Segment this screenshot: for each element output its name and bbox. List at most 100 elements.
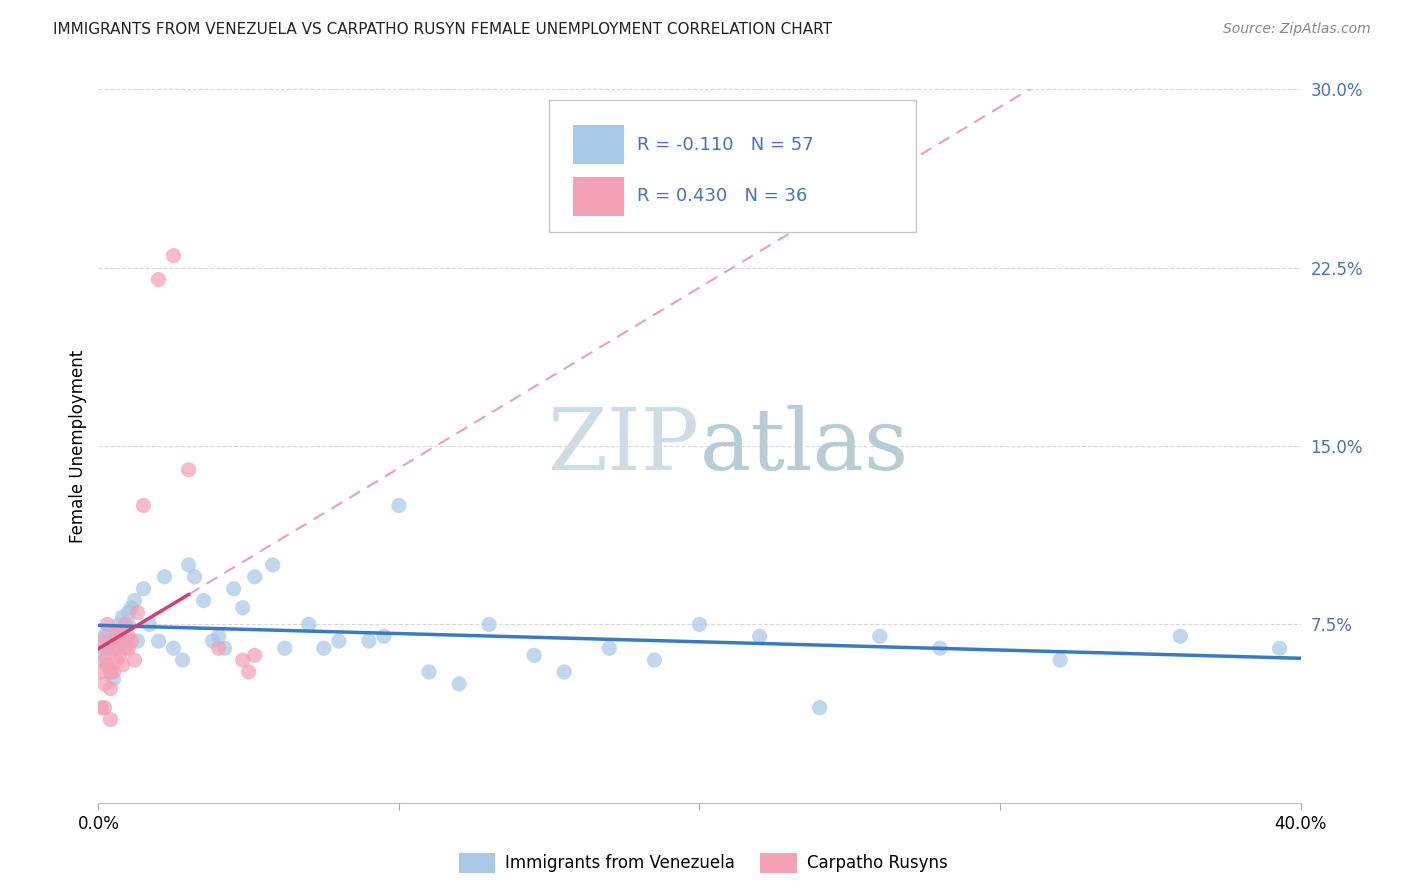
- Point: [598, 641, 620, 656]
- Point: [108, 648, 131, 663]
- Point: [232, 653, 254, 667]
- Point: [243, 648, 266, 663]
- Point: [328, 634, 350, 648]
- Point: [111, 610, 134, 624]
- Point: [238, 665, 260, 679]
- Point: [298, 617, 321, 632]
- Point: [132, 499, 155, 513]
- Point: [90, 665, 112, 679]
- FancyBboxPatch shape: [550, 100, 915, 232]
- Point: [132, 582, 155, 596]
- Point: [177, 558, 200, 572]
- Text: atlas: atlas: [700, 404, 908, 488]
- Point: [124, 593, 146, 607]
- Point: [90, 700, 112, 714]
- Point: [100, 665, 122, 679]
- Point: [121, 634, 143, 648]
- Point: [105, 629, 128, 643]
- Point: [93, 653, 115, 667]
- Point: [100, 681, 122, 696]
- Point: [357, 634, 380, 648]
- Point: [373, 629, 395, 643]
- Point: [1049, 653, 1071, 667]
- Point: [100, 713, 122, 727]
- Text: R = 0.430   N = 36: R = 0.430 N = 36: [637, 187, 807, 205]
- Point: [127, 606, 149, 620]
- Text: R = -0.110   N = 57: R = -0.110 N = 57: [637, 136, 814, 153]
- Y-axis label: Female Unemployment: Female Unemployment: [69, 350, 87, 542]
- Point: [162, 641, 184, 656]
- Point: [262, 558, 284, 572]
- Point: [103, 672, 125, 686]
- Point: [193, 593, 215, 607]
- Point: [208, 629, 231, 643]
- Point: [121, 600, 143, 615]
- Point: [117, 606, 139, 620]
- Point: [201, 634, 224, 648]
- Point: [114, 634, 136, 648]
- FancyBboxPatch shape: [574, 177, 624, 216]
- Point: [96, 641, 118, 656]
- Point: [162, 249, 184, 263]
- Point: [232, 600, 254, 615]
- Point: [93, 700, 115, 714]
- Point: [96, 657, 118, 672]
- Point: [93, 677, 115, 691]
- Point: [117, 629, 139, 643]
- Point: [90, 634, 112, 648]
- Point: [929, 641, 952, 656]
- Point: [103, 634, 125, 648]
- Point: [689, 617, 711, 632]
- Point: [388, 499, 411, 513]
- Point: [117, 641, 139, 656]
- Point: [478, 617, 501, 632]
- Point: [148, 634, 170, 648]
- Text: IMMIGRANTS FROM VENEZUELA VS CARPATHO RUSYN FEMALE UNEMPLOYMENT CORRELATION CHAR: IMMIGRANTS FROM VENEZUELA VS CARPATHO RU…: [53, 22, 832, 37]
- Point: [869, 629, 891, 643]
- Point: [93, 629, 115, 643]
- Point: [93, 648, 115, 663]
- Point: [96, 657, 118, 672]
- Point: [103, 629, 125, 643]
- Point: [96, 617, 118, 632]
- Point: [111, 657, 134, 672]
- Point: [523, 648, 546, 663]
- Point: [108, 617, 131, 632]
- Point: [222, 582, 245, 596]
- Point: [274, 641, 297, 656]
- Point: [114, 617, 136, 632]
- Point: [214, 641, 236, 656]
- Point: [172, 653, 194, 667]
- Point: [243, 570, 266, 584]
- Point: [114, 641, 136, 656]
- Point: [643, 653, 665, 667]
- Point: [103, 665, 125, 679]
- FancyBboxPatch shape: [574, 125, 624, 164]
- Point: [447, 677, 470, 691]
- Point: [100, 665, 122, 679]
- Point: [96, 624, 118, 639]
- Point: [117, 617, 139, 632]
- Point: [177, 463, 200, 477]
- Text: ZIP: ZIP: [547, 404, 700, 488]
- Point: [90, 641, 112, 656]
- Text: Source: ZipAtlas.com: Source: ZipAtlas.com: [1223, 22, 1371, 37]
- Point: [148, 272, 170, 286]
- Point: [105, 624, 128, 639]
- Point: [748, 629, 770, 643]
- Point: [105, 641, 128, 656]
- Point: [124, 653, 146, 667]
- Legend: Immigrants from Venezuela, Carpatho Rusyns: Immigrants from Venezuela, Carpatho Rusy…: [451, 847, 955, 880]
- Point: [418, 665, 440, 679]
- Point: [100, 634, 122, 648]
- Point: [183, 570, 205, 584]
- Point: [1268, 641, 1291, 656]
- Point: [138, 617, 160, 632]
- Point: [312, 641, 335, 656]
- Point: [1170, 629, 1192, 643]
- Point: [153, 570, 176, 584]
- Point: [103, 641, 125, 656]
- Point: [808, 700, 831, 714]
- Point: [208, 641, 231, 656]
- Point: [553, 665, 575, 679]
